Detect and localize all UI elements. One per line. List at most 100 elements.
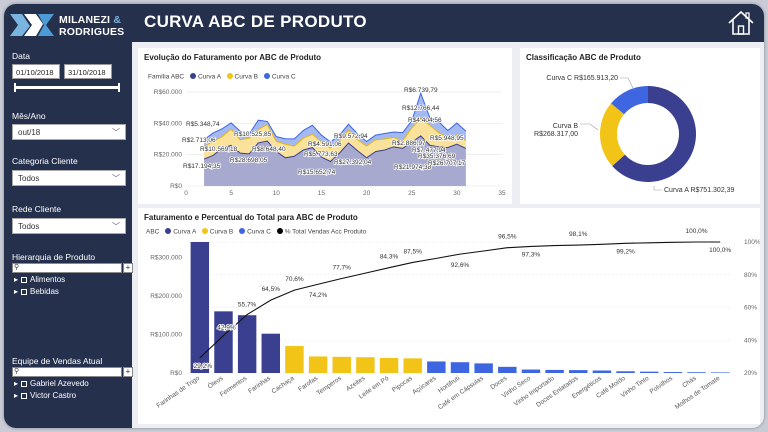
x-tick-label: 30 — [453, 190, 461, 197]
pct-label: 92,6% — [451, 262, 470, 269]
pct-label: 100,0% — [709, 247, 731, 254]
x-tick-label: Farinhas de Trigo — [156, 375, 202, 410]
slice-label-b-value: R$268.317,00 — [534, 131, 578, 138]
data-label: R$5.348,74 — [186, 121, 220, 128]
data-label: R$17.194,35 — [183, 163, 221, 170]
faturamento-title: Faturamento e Percentual do Total para A… — [144, 213, 358, 222]
categoria-cliente-dropdown[interactable]: Todos ﹀ — [12, 170, 126, 186]
line-curva-a — [203, 135, 467, 163]
bar — [308, 356, 328, 373]
bar — [214, 311, 233, 373]
bar — [332, 356, 351, 373]
rede-cliente-label: Rede Cliente — [12, 204, 62, 214]
data-label: R$28.698,05 — [230, 157, 268, 164]
x-tick-label: Doces — [489, 374, 509, 391]
slice-label-c: Curva C R$165.913,20 — [546, 75, 618, 82]
date-start-input[interactable]: 01/10/2018 — [12, 64, 60, 79]
slider-handle-start[interactable] — [14, 83, 16, 92]
data-label: R$4.404,56 — [408, 117, 442, 124]
data-label: R$15.652,74 — [298, 169, 336, 176]
y-tick-label: R$60.000 — [154, 89, 183, 96]
classificacao-panel: Classificação ABC de Produto Curva A R$7… — [520, 48, 760, 204]
hierarquia-item-bebidas[interactable]: ▸ Bebidas — [14, 287, 59, 296]
bar — [474, 363, 493, 373]
faturamento-panel: Faturamento e Percentual do Total para A… — [138, 208, 760, 424]
hierarquia-item-alimentos[interactable]: ▸ Alimentos — [14, 275, 66, 284]
data-label: R$4.591,06 — [308, 141, 342, 148]
faturamento-legend: ABC Curva A Curva B Curva C % Total Vend… — [146, 228, 367, 236]
data-label: R$8.648,40 — [252, 146, 286, 153]
pct-label: 55,7% — [238, 302, 257, 309]
line-curva-c — [203, 91, 467, 143]
bar — [663, 372, 683, 373]
y-tick-label: R$100.000 — [150, 331, 182, 338]
app-frame: MILANEZI & RODRIGUES Data 01/10/2018 31/… — [4, 4, 764, 428]
x-tick-label: Polvilhos — [649, 374, 675, 395]
home-icon[interactable] — [726, 8, 756, 38]
date-end-input[interactable]: 31/10/2018 — [64, 64, 112, 79]
data-label: R$35.376,69 — [418, 153, 456, 160]
slice-label-b: Curva B — [553, 123, 579, 130]
y2-tick-label: 100% — [744, 239, 760, 246]
y-tick-label: R$0 — [170, 183, 182, 190]
data-label: R$10.569,18 — [200, 146, 238, 153]
x-tick-label: 35 — [498, 190, 506, 197]
x-tick-label: Farinhas — [247, 374, 272, 395]
data-label: R$6.739,79 — [404, 87, 438, 94]
bar — [190, 242, 210, 373]
data-label: R$12.766,44 — [402, 105, 440, 112]
mes-ano-dropdown[interactable]: out/18 ﹀ — [12, 124, 126, 140]
data-label: R$10.525,85 — [234, 131, 272, 138]
checkbox[interactable] — [21, 392, 28, 399]
x-tick-label: Fermentos — [219, 374, 249, 398]
x-tick-label: Óleos — [206, 373, 226, 391]
y2-tick-label: 40% — [744, 337, 757, 344]
data-label: R$5.773,63 — [304, 151, 338, 158]
bar — [261, 333, 281, 373]
checkbox[interactable] — [21, 380, 28, 387]
hierarquia-search-input[interactable]: ⚲ + — [12, 263, 133, 273]
slider-handle-end[interactable] — [118, 83, 120, 92]
pct-label: 29,2% — [194, 363, 213, 370]
search-icon: ⚲ — [14, 264, 20, 271]
donut-slice-curva-c — [611, 86, 648, 115]
pct-label: 100,0% — [685, 228, 707, 235]
bar — [403, 358, 422, 373]
classificacao-title: Classificação ABC de Produto — [526, 53, 641, 62]
data-label: R$2.713,06 — [182, 137, 216, 144]
leader-line — [620, 77, 635, 91]
x-tick-label: 5 — [229, 190, 233, 197]
bar — [687, 372, 706, 373]
equipe-item-gabriel[interactable]: ▸ Gabriel Azevedo — [14, 379, 89, 388]
rede-cliente-dropdown[interactable]: Todos ﹀ — [12, 218, 126, 234]
expand-icon[interactable]: + — [123, 263, 133, 273]
checkbox[interactable] — [21, 288, 28, 295]
x-tick-label: Cachaça — [271, 375, 296, 396]
classificacao-donut: Curva A R$751.302,39 Curva BR$268.317,00 C… — [534, 75, 735, 194]
x-tick-label: 20 — [363, 190, 371, 197]
equipe-label: Equipe de Vendas Atual — [12, 356, 103, 366]
equipe-item-victor[interactable]: ▸ Victor Castro — [14, 391, 77, 400]
bar — [450, 362, 470, 373]
equipe-search-input[interactable]: ⚲ + — [12, 367, 133, 377]
pct-label: 87,5% — [403, 248, 422, 255]
bar — [569, 370, 588, 373]
leader-line — [653, 186, 662, 191]
pct-label: 84,3% — [380, 254, 399, 261]
expand-icon[interactable]: + — [123, 367, 133, 377]
x-tick-label: 25 — [408, 190, 416, 197]
pct-label: 64,5% — [262, 286, 281, 293]
x-tick-label: Café em Cápsulas — [437, 374, 485, 411]
hierarquia-label: Hierarquia de Produto — [12, 252, 96, 262]
date-range-slider[interactable] — [14, 83, 120, 92]
bar — [237, 315, 257, 373]
bar — [639, 371, 659, 373]
x-tick-label: Doces Enlatados — [535, 374, 580, 408]
data-label: R$9.572,94 — [334, 133, 368, 140]
y2-tick-label: 80% — [744, 272, 757, 279]
checkbox[interactable] — [21, 276, 28, 283]
bar — [285, 346, 304, 373]
pct-label: 74,2% — [309, 292, 328, 299]
brand-name-top: MILANEZI & — [59, 14, 122, 26]
sidebar: MILANEZI & RODRIGUES Data 01/10/2018 31/… — [4, 4, 133, 428]
